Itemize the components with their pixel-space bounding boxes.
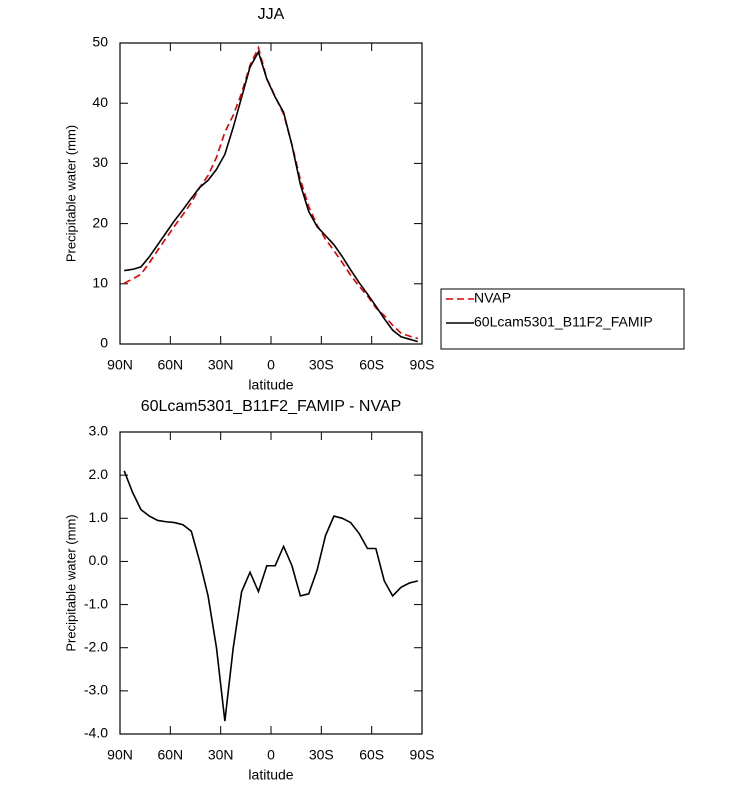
legend-label: NVAP	[474, 290, 511, 306]
y-tick-label: 2.0	[89, 466, 109, 482]
y-tick-label: -1.0	[84, 595, 108, 611]
chart-title: 60Lcam5301_B11F2_FAMIP - NVAP	[141, 398, 402, 415]
y-axis-label: Precipitable water (mm)	[63, 125, 78, 262]
y-tick-label: 3.0	[89, 423, 109, 439]
y-axis-label: Precipitable water (mm)	[63, 514, 78, 651]
x-tick-label: 30N	[208, 357, 234, 373]
chart-title: JJA	[258, 6, 285, 23]
x-tick-label: 90S	[410, 357, 435, 373]
x-tick-label: 30S	[309, 747, 334, 763]
legend-box	[440, 288, 685, 350]
plot-frame	[119, 431, 423, 735]
legend-label: 60Lcam5301_B11F2_FAMIP	[474, 314, 653, 330]
x-axis-label: latitude	[248, 767, 293, 783]
x-tick-label: 90N	[107, 357, 133, 373]
y-tick-label: 40	[92, 94, 108, 110]
x-tick-label: 60S	[359, 357, 384, 373]
x-tick-label: 0	[267, 747, 275, 763]
y-tick-label: 20	[92, 214, 108, 230]
y-tick-label: 30	[92, 154, 108, 170]
data-line	[124, 50, 419, 343]
x-tick-label: 60N	[157, 747, 183, 763]
y-tick-label: 1.0	[89, 509, 109, 525]
x-tick-label: 0	[267, 357, 275, 373]
y-tick-label: 10	[92, 275, 108, 291]
data-line	[123, 45, 419, 340]
data-line	[123, 470, 419, 722]
x-axis-label: latitude	[248, 377, 293, 393]
x-tick-label: 30S	[309, 357, 334, 373]
y-tick-label: -2.0	[84, 638, 108, 654]
y-tick-label: -4.0	[84, 725, 108, 741]
y-tick-label: 0	[100, 335, 108, 351]
y-tick-label: -3.0	[84, 682, 108, 698]
y-tick-label: 50	[92, 34, 108, 50]
y-tick-label: 0.0	[89, 552, 109, 568]
x-tick-label: 90S	[410, 747, 435, 763]
x-tick-label: 60S	[359, 747, 384, 763]
x-tick-label: 30N	[208, 747, 234, 763]
x-tick-label: 60N	[157, 357, 183, 373]
x-tick-label: 90N	[107, 747, 133, 763]
